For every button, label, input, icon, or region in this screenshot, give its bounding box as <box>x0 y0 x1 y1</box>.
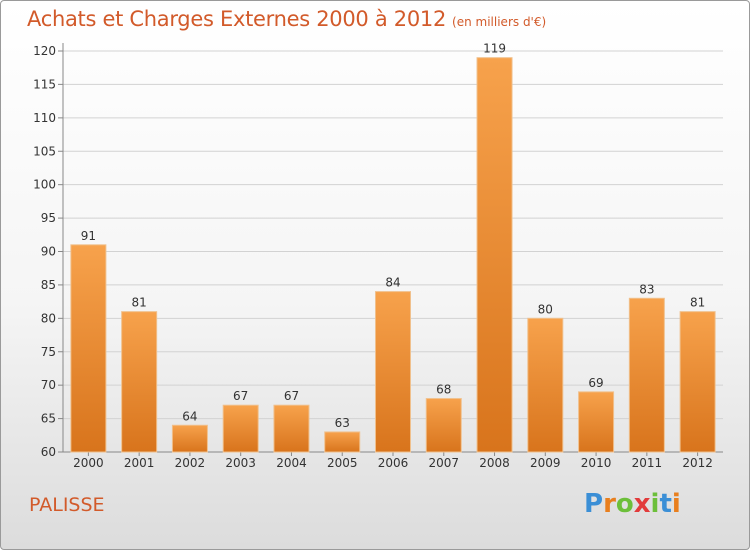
bar <box>222 404 259 453</box>
x-tick-label: 2000 <box>73 456 104 470</box>
bar-value-label: 64 <box>182 409 197 423</box>
logo-letter: i <box>671 489 681 519</box>
y-tick-label: 90 <box>41 245 56 259</box>
proxiti-logo: Proxiti <box>584 489 681 519</box>
x-tick-label: 2007 <box>428 456 459 470</box>
y-tick-label: 105 <box>33 144 56 158</box>
bar <box>476 57 513 453</box>
x-tick-label: 2009 <box>530 456 561 470</box>
y-tick-label: 70 <box>41 378 56 392</box>
axis-layer: 60 65 70 75 80 85 90 95 100 105 110 115 120 2000 2001 2… <box>33 43 723 470</box>
x-tick-label: 2008 <box>479 456 510 470</box>
location-label: PALISSE <box>29 494 105 516</box>
bar <box>375 291 411 453</box>
y-tick-label: 60 <box>41 445 56 459</box>
chart-title: Achats et Charges Externes 2000 à 2012 (e… <box>27 7 546 31</box>
logo-letter: t <box>659 489 672 519</box>
bar-value-label: 68 <box>436 383 451 397</box>
x-tick-label: 2003 <box>225 456 256 470</box>
y-tick-label: 75 <box>41 345 56 359</box>
logo-letter: x <box>633 489 651 519</box>
y-tick-label: 110 <box>33 111 56 125</box>
bar-value-label: 84 <box>385 276 400 290</box>
bar-value-label: 83 <box>639 282 654 296</box>
y-tick-label: 115 <box>33 77 56 91</box>
y-tick-label: 80 <box>41 311 56 325</box>
bar-value-label: 91 <box>81 229 96 243</box>
bar <box>679 311 716 453</box>
bar <box>70 244 107 453</box>
bar <box>273 404 310 453</box>
bar <box>527 317 564 453</box>
bar <box>324 431 361 453</box>
bar-value-label: 67 <box>284 389 299 403</box>
label-layer: 91 81 64 67 67 63 84 68 119 80 69 83 81 <box>81 42 706 430</box>
bar <box>578 391 615 453</box>
y-tick-label: 95 <box>41 211 56 225</box>
y-tick-label: 85 <box>41 278 56 292</box>
bar-value-label: 81 <box>690 296 705 310</box>
logo-letter: o <box>615 489 634 519</box>
bar <box>628 297 665 453</box>
x-tick-label: 2004 <box>276 456 307 470</box>
bar-value-label: 67 <box>233 389 248 403</box>
x-tick-label: 2005 <box>327 456 358 470</box>
logo-letter: P <box>584 489 604 519</box>
logo-letter: i <box>650 489 660 519</box>
bar-value-label: 80 <box>538 302 553 316</box>
x-tick-label: 2012 <box>682 456 713 470</box>
x-tick-label: 2002 <box>175 456 206 470</box>
x-tick-label: 2011 <box>632 456 663 470</box>
x-tick-label: 2001 <box>124 456 155 470</box>
y-tick-label: 120 <box>33 44 56 58</box>
logo-letter: r <box>603 489 616 519</box>
y-tick-label: 65 <box>41 412 56 426</box>
bar-value-label: 81 <box>132 296 147 310</box>
x-tick-label: 2010 <box>581 456 612 470</box>
x-tick-label: 2006 <box>378 456 409 470</box>
bar-value-label: 119 <box>483 42 506 56</box>
bar-value-label: 63 <box>335 416 350 430</box>
bar <box>425 398 462 453</box>
chart-title-text: Achats et Charges Externes 2000 à 2012 <box>27 7 447 31</box>
bar <box>121 311 158 453</box>
bar-layer <box>70 57 716 453</box>
bar-value-label: 69 <box>588 376 603 390</box>
y-tick-label: 100 <box>33 178 56 192</box>
chart-subtitle: (en milliers d'€) <box>452 15 547 29</box>
bar <box>171 424 208 453</box>
